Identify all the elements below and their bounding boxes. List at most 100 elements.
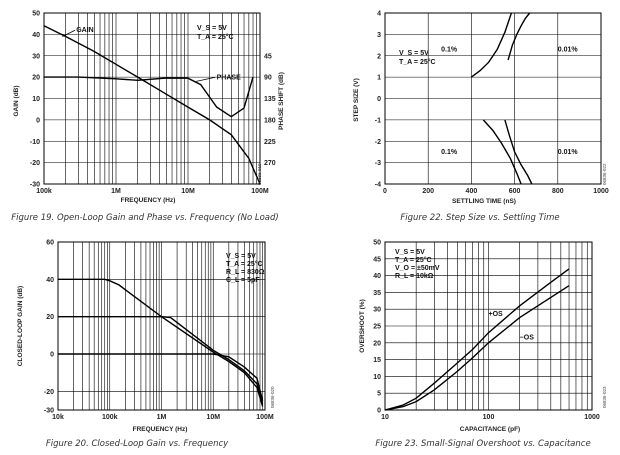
plot-frame	[43, 12, 261, 185]
y-tick-label: 3	[377, 32, 381, 39]
y-tick-label: 20	[373, 340, 381, 347]
y2-tick-label: 45	[264, 53, 272, 60]
condition-line: V_S = 5V	[395, 249, 425, 256]
x-tick-label: 10M	[181, 188, 195, 195]
condition-line: T_A = 25°C	[197, 33, 234, 41]
plot-frame	[384, 12, 602, 185]
x-tick-label: 10k	[52, 414, 64, 421]
x-tick-label: 200	[422, 188, 434, 195]
y-tick-label: 4	[377, 11, 381, 18]
figure-code: 06836-023	[602, 386, 607, 408]
y-tick-label: -20	[44, 389, 54, 396]
condition-line: C_L = 5pF	[226, 277, 260, 284]
x-tick-label: 400	[466, 188, 478, 195]
series-annotation: GAIN	[76, 27, 94, 34]
y-tick-label: 30	[32, 53, 40, 60]
y-tick-label: 40	[32, 32, 40, 39]
series-line	[58, 353, 264, 401]
y-tick-label: 2	[377, 53, 381, 60]
x-tick-label: 600	[509, 188, 521, 195]
x-tick-label: 10M	[206, 414, 220, 421]
series-annotation: 0.1%	[441, 46, 458, 53]
y-tick-label: 0	[377, 408, 381, 415]
x-tick-label: 1000	[584, 414, 600, 421]
x-axis-label: CAPACITANCE (pF)	[460, 426, 520, 433]
x-axis-label: FREQUENCY (Hz)	[121, 197, 176, 204]
y-tick-label: -10	[30, 139, 40, 146]
x-tick-label: 1M	[111, 188, 121, 195]
series-line	[58, 278, 264, 407]
condition-line: V_S = 5V	[226, 253, 256, 260]
y-tick-label: 15	[373, 357, 381, 364]
y2-tick-label: 270	[264, 160, 276, 167]
series-line	[384, 268, 570, 411]
x-tick-label: 100M	[256, 414, 274, 421]
plot-frame	[57, 241, 266, 411]
y-tick-label: 45	[373, 256, 381, 263]
y-tick-label: 50	[373, 240, 381, 247]
series-line	[384, 285, 570, 411]
y-tick-label: 30	[373, 307, 381, 314]
phase-leader	[196, 76, 216, 82]
y-tick-label: 10	[32, 96, 40, 103]
y-tick-label: 0	[50, 352, 54, 359]
figure-caption: Figure 23. Small-Signal Overshoot vs. Ca…	[375, 439, 590, 449]
condition-line: R_L = 10kΩ	[395, 273, 434, 280]
y-axis-label: OVERSHOOT (%)	[359, 299, 366, 352]
y-tick-label: 35	[373, 290, 381, 297]
plot-frame	[384, 241, 593, 411]
gain-leader	[62, 29, 76, 37]
figure-code: 06836-022	[602, 163, 607, 185]
y2-tick-label: 135	[264, 96, 276, 103]
series-line	[482, 119, 522, 185]
x-tick-label: 100k	[102, 414, 118, 421]
y-tick-label: 5	[377, 391, 381, 398]
condition-line: V_O = ±50mV	[395, 265, 440, 272]
condition-line: T_A = 25°C	[226, 260, 263, 268]
y-axis-label: STEP SIZE (V)	[353, 78, 360, 122]
x-tick-label: 1000	[593, 188, 609, 195]
y2-tick-label: 225	[264, 139, 276, 146]
y2-axis-label: PHASE SHIFT (dB)	[278, 72, 285, 130]
y-tick-label: 0	[377, 96, 381, 103]
series-annotation: +OS	[489, 311, 504, 318]
condition-line: V_S = 5V	[399, 50, 429, 57]
series-line	[507, 12, 531, 61]
x-axis-label: FREQUENCY (Hz)	[133, 426, 188, 433]
y-tick-label: 10	[373, 374, 381, 381]
figure-code: 06836-020	[270, 386, 275, 408]
series-annotation: 0.01%	[558, 46, 579, 53]
condition-line: R_L = 830Ω	[226, 269, 265, 276]
y-tick-label: -1	[375, 117, 381, 124]
y2-tick-label: 90	[264, 75, 272, 82]
y-tick-label: 40	[373, 273, 381, 280]
x-axis-label: SETTLING TIME (nS)	[452, 198, 516, 205]
figure-caption: Figure 20. Closed-Loop Gain vs. Frequenc…	[46, 439, 229, 449]
series-annotation: PHASE	[217, 74, 241, 81]
condition-line: T_A = 25°C	[399, 58, 436, 66]
series-line	[470, 12, 513, 78]
x-tick-label: 1M	[157, 414, 167, 421]
condition-line: T_A = 25°C	[395, 256, 432, 264]
series-annotation: −OS	[520, 334, 535, 341]
x-tick-label: 100	[483, 414, 495, 421]
y-tick-label: 60	[46, 240, 54, 247]
figure-caption: Figure 22. Step Size vs. Settling Time	[400, 213, 559, 223]
figure-caption: Figure 19. Open-Loop Gain and Phase vs. …	[11, 213, 278, 223]
y-tick-label: 25	[373, 324, 381, 331]
x-tick-label: 100k	[36, 188, 52, 195]
y-tick-label: 1	[377, 75, 381, 82]
x-tick-label: 0	[383, 188, 387, 195]
y2-tick-label: 180	[264, 117, 276, 124]
y-tick-label: -30	[44, 408, 54, 415]
series-annotation: 0.01%	[558, 149, 579, 156]
series-annotation: 0.1%	[441, 149, 458, 156]
series-line	[44, 76, 254, 118]
x-tick-label: 100M	[251, 188, 269, 195]
figure-code: 06836-019	[257, 163, 262, 185]
series-line	[504, 119, 533, 185]
